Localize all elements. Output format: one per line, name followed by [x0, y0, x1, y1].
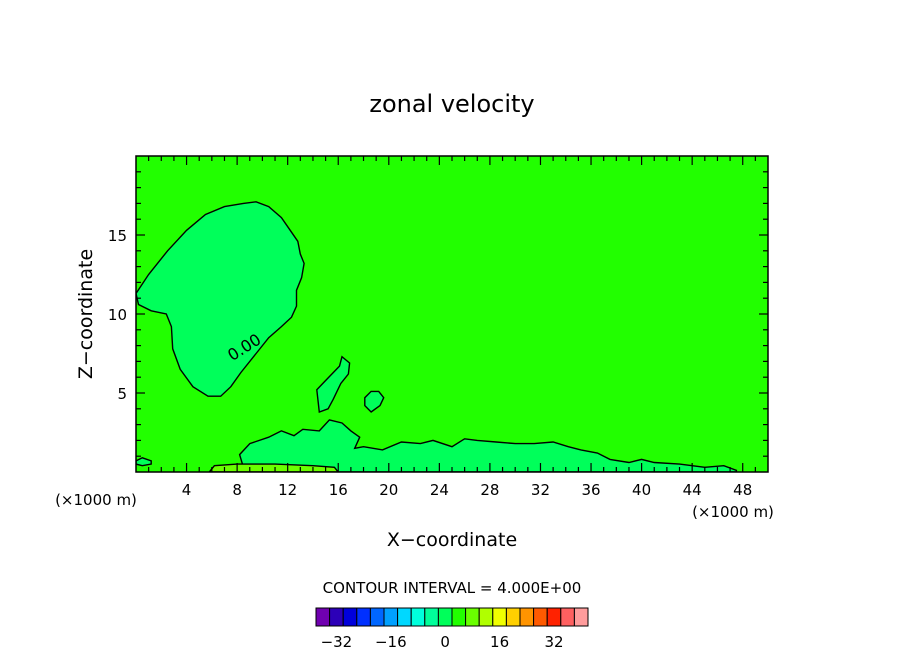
y-tick-label: 10 — [108, 306, 127, 324]
colorbar-swatch — [560, 607, 575, 627]
colorbar-swatch — [437, 607, 453, 627]
colorbar-swatch — [315, 607, 331, 627]
x-unit-left: (×1000 m) — [55, 491, 137, 509]
x-tick-label: 8 — [232, 481, 242, 499]
x-tick-label: 40 — [632, 481, 651, 499]
contour-region-3 — [364, 390, 385, 413]
colorbar-swatch — [519, 607, 535, 627]
x-tick-label: 28 — [480, 481, 499, 499]
y-axis-label: Z−coordinate — [75, 249, 97, 379]
x-tick-label: 24 — [430, 481, 449, 499]
colorbar-swatch — [424, 607, 439, 627]
y-tick-label: 5 — [117, 385, 127, 403]
contour-region-2 — [316, 355, 351, 413]
x-tick-label: 36 — [581, 481, 600, 499]
y-tick-labels: 5 10 15 — [108, 227, 127, 403]
colorbar-swatch — [573, 607, 589, 627]
plot-area: 0.00 — [135, 155, 769, 473]
axis-ticks — [136, 156, 768, 472]
contour-interval-label: CONTOUR INTERVAL = 4.000E+00 — [323, 579, 582, 597]
colorbar-swatch — [342, 607, 358, 627]
colorbar-swatch — [451, 607, 467, 627]
colorbar-swatch — [356, 607, 371, 627]
colorbar-swatch — [478, 607, 494, 627]
colorbar — [315, 607, 589, 627]
chart-title: zonal velocity — [369, 90, 534, 118]
y-tick-label: 15 — [108, 227, 127, 245]
x-tick-label: 12 — [278, 481, 297, 499]
colorbar-tick-label: 0 — [440, 633, 450, 651]
contour-region-1 — [238, 419, 738, 472]
x-tick-label: 32 — [531, 481, 550, 499]
contour-region-5 — [208, 463, 340, 472]
x-tick-label: 44 — [683, 481, 702, 499]
contour-regions — [136, 201, 738, 472]
x-axis-label: X−coordinate — [387, 529, 517, 551]
colorbar-tick-label: 32 — [544, 633, 563, 651]
colorbar-swatch — [533, 607, 548, 627]
colorbar-swatch — [546, 607, 562, 627]
colorbar-swatch — [410, 607, 426, 627]
colorbar-swatch — [397, 607, 412, 627]
x-tick-label: 20 — [379, 481, 398, 499]
plot-frame — [135, 155, 769, 473]
colorbar-tick-label: −32 — [321, 633, 353, 651]
colorbar-tick-labels: −32 −16 0 16 32 — [321, 633, 564, 651]
colorbar-swatch — [465, 607, 480, 627]
colorbar-swatch — [492, 607, 507, 627]
x-tick-label: 48 — [733, 481, 752, 499]
colorbar-tick-label: 16 — [490, 633, 509, 651]
x-tick-labels: 4 8 12 16 20 24 28 32 36 40 44 48 — [182, 481, 752, 499]
colorbar-swatch — [505, 607, 521, 627]
contour-region-4 — [136, 457, 152, 467]
colorbar-swatch — [329, 607, 344, 627]
x-unit-right: (×1000 m) — [692, 503, 774, 521]
colorbar-swatch — [369, 607, 385, 627]
x-tick-label: 16 — [329, 481, 348, 499]
colorbar-swatch — [383, 607, 399, 627]
contour-region-0 — [136, 201, 305, 397]
x-tick-label: 4 — [182, 481, 192, 499]
colorbar-tick-label: −16 — [375, 633, 407, 651]
